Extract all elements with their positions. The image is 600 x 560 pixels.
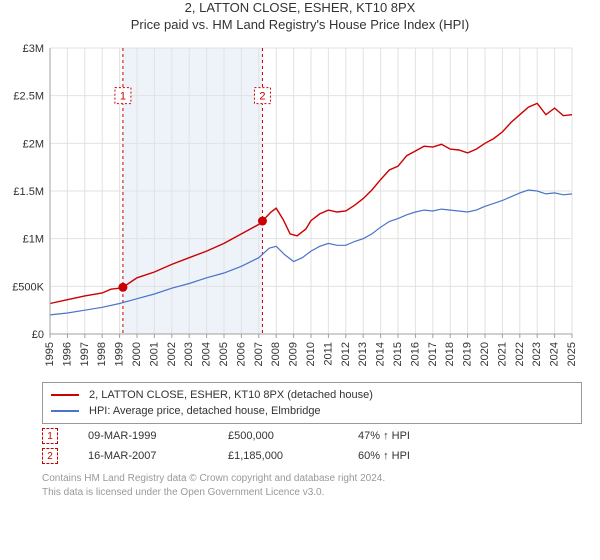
legend-swatch: [51, 410, 79, 412]
svg-text:£2M: £2M: [23, 138, 44, 150]
svg-text:2015: 2015: [392, 342, 404, 366]
price-chart: £0 £500K £1M £1.5M £2M £2.5M £3M 1995 1996 1997 19…: [0, 36, 600, 376]
svg-text:2020: 2020: [479, 342, 491, 366]
tx-date: 16-MAR-2007: [88, 450, 198, 462]
tx-price: £1,185,000: [228, 450, 328, 462]
footer-line: Contains HM Land Registry data © Crown c…: [42, 472, 582, 486]
svg-text:2018: 2018: [444, 342, 456, 366]
legend-label: HPI: Average price, detached house, Elmb…: [89, 405, 321, 417]
svg-text:2013: 2013: [357, 342, 369, 366]
chart-title: 2, LATTON CLOSE, ESHER, KT10 8PX: [0, 0, 600, 15]
svg-text:2022: 2022: [514, 342, 526, 366]
svg-text:2017: 2017: [427, 342, 439, 366]
svg-text:2001: 2001: [148, 342, 160, 366]
svg-text:2016: 2016: [409, 342, 421, 366]
footer-line: This data is licensed under the Open Gov…: [42, 486, 582, 500]
svg-text:2000: 2000: [131, 342, 143, 366]
svg-text:1998: 1998: [96, 342, 108, 366]
tx-marker: 1: [42, 428, 58, 444]
svg-text:2024: 2024: [549, 342, 561, 366]
legend-item-hpi: HPI: Average price, detached house, Elmb…: [51, 403, 573, 419]
legend-item-property: 2, LATTON CLOSE, ESHER, KT10 8PX (detach…: [51, 387, 573, 403]
svg-text:£0: £0: [32, 329, 44, 341]
svg-text:1995: 1995: [44, 342, 56, 366]
svg-text:2023: 2023: [531, 342, 543, 366]
svg-text:1999: 1999: [114, 342, 126, 366]
svg-text:2012: 2012: [340, 342, 352, 366]
svg-text:2003: 2003: [183, 342, 195, 366]
svg-text:£500K: £500K: [12, 281, 44, 293]
svg-text:2010: 2010: [305, 342, 317, 366]
tx-pct: 60% ↑ HPI: [358, 450, 410, 462]
svg-text:2006: 2006: [235, 342, 247, 366]
svg-text:2004: 2004: [201, 342, 213, 366]
svg-text:2014: 2014: [375, 342, 387, 366]
svg-text:2021: 2021: [496, 342, 508, 366]
svg-text:2008: 2008: [270, 342, 282, 366]
tx-marker: 2: [42, 448, 58, 464]
tx-pct: 47% ↑ HPI: [358, 430, 410, 442]
legend-label: 2, LATTON CLOSE, ESHER, KT10 8PX (detach…: [89, 389, 373, 401]
legend: 2, LATTON CLOSE, ESHER, KT10 8PX (detach…: [42, 382, 582, 424]
footer: Contains HM Land Registry data © Crown c…: [42, 472, 582, 499]
svg-text:2002: 2002: [166, 342, 178, 366]
tx-date: 09-MAR-1999: [88, 430, 198, 442]
svg-text:2025: 2025: [566, 342, 578, 366]
tx-price: £500,000: [228, 430, 328, 442]
svg-text:2: 2: [259, 91, 265, 103]
chart-subtitle: Price paid vs. HM Land Registry's House …: [0, 17, 600, 32]
svg-text:2011: 2011: [322, 342, 334, 366]
svg-text:1997: 1997: [79, 342, 91, 366]
svg-text:2009: 2009: [288, 342, 300, 366]
svg-text:2019: 2019: [462, 342, 474, 366]
legend-swatch: [51, 394, 79, 396]
svg-text:£1M: £1M: [23, 234, 44, 246]
svg-text:£2.5M: £2.5M: [13, 91, 44, 103]
transaction-row: 2 16-MAR-2007 £1,185,000 60% ↑ HPI: [42, 448, 582, 464]
svg-text:2005: 2005: [218, 342, 230, 366]
transaction-row: 1 09-MAR-1999 £500,000 47% ↑ HPI: [42, 428, 582, 444]
svg-text:1: 1: [120, 91, 126, 103]
svg-text:£1.5M: £1.5M: [13, 186, 44, 198]
svg-text:2007: 2007: [253, 342, 265, 366]
svg-text:1996: 1996: [61, 342, 73, 366]
svg-text:£3M: £3M: [23, 43, 44, 55]
